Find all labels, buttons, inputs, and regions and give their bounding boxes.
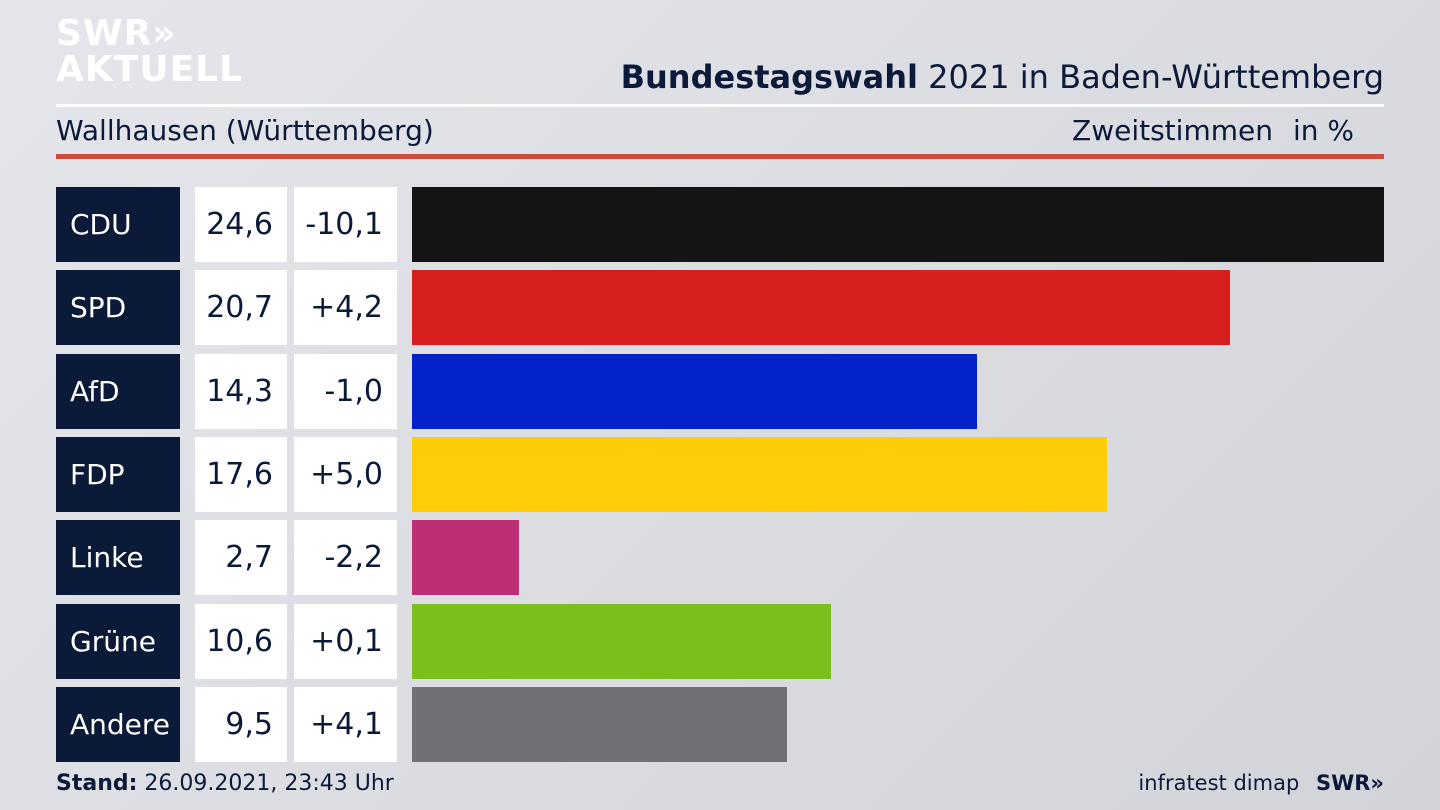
title-bold: Bundestagswahl	[620, 58, 918, 96]
logo-line-1: SWR»	[56, 13, 177, 54]
party-label: AfD	[56, 353, 180, 429]
vote-share-value: 10,6	[195, 603, 287, 679]
result-row: Grüne 10,6 +0,1	[56, 603, 1384, 679]
title-rest: 2021 in Baden-Württemberg	[928, 58, 1384, 96]
vote-share-value: 24,6	[195, 187, 287, 262]
party-label: Andere	[56, 686, 180, 762]
stand-label: Stand:	[56, 771, 138, 796]
party-label: SPD	[56, 270, 180, 346]
unit-label: in %	[1292, 114, 1354, 147]
change-value: +0,1	[294, 603, 397, 679]
page-title: Bundestagswahl 2021 in Baden-Württemberg	[621, 58, 1384, 96]
vote-type: Zweitstimmen	[1072, 114, 1273, 147]
bar-grüne	[412, 603, 831, 679]
accent-divider	[56, 154, 1384, 159]
change-value: +4,1	[294, 686, 397, 762]
logo-line-2: AKTUELL	[56, 49, 244, 90]
result-row: Linke 2,7 -2,2	[56, 520, 1384, 596]
source-credit: infratest dimap SWR»	[1138, 771, 1384, 795]
vote-type-label: Zweitstimmen in %	[1072, 114, 1354, 147]
result-row: SPD 20,7 +4,2	[56, 270, 1384, 346]
bar-cdu	[412, 187, 1384, 262]
stand-value: 26.09.2021, 23:43 Uhr	[144, 771, 394, 796]
change-value: -2,2	[294, 520, 397, 596]
vote-share-value: 2,7	[195, 520, 287, 596]
swr-aktuell-logo: SWR» AKTUELL	[56, 16, 243, 88]
result-row: Andere 9,5 +4,1	[56, 686, 1384, 762]
timestamp: Stand: 26.09.2021, 23:43 Uhr	[56, 771, 394, 796]
swr-footer-logo: SWR»	[1315, 771, 1384, 795]
vote-share-value: 20,7	[195, 270, 287, 346]
change-value: -10,1	[294, 187, 397, 262]
bar-linke	[412, 520, 519, 596]
change-value: +5,0	[294, 436, 397, 512]
change-value: -1,0	[294, 353, 397, 429]
change-value: +4,2	[294, 270, 397, 346]
vote-share-value: 17,6	[195, 436, 287, 512]
bar-afd	[412, 353, 978, 429]
party-label: FDP	[56, 436, 180, 512]
source-label: infratest dimap	[1138, 771, 1300, 795]
bar-spd	[412, 270, 1230, 346]
result-row: AfD 14,3 -1,0	[56, 353, 1384, 429]
party-label: CDU	[56, 187, 180, 262]
bar-fdp	[412, 436, 1108, 512]
vote-share-value: 9,5	[195, 686, 287, 762]
party-label: Linke	[56, 520, 180, 596]
constituency-label: Wallhausen (Württemberg)	[56, 114, 434, 147]
vote-share-value: 14,3	[195, 353, 287, 429]
party-label: Grüne	[56, 603, 180, 679]
result-row: CDU 24,6 -10,1	[56, 187, 1384, 262]
header-divider	[56, 104, 1384, 107]
result-row: FDP 17,6 +5,0	[56, 436, 1384, 512]
bar-andere	[412, 686, 788, 762]
